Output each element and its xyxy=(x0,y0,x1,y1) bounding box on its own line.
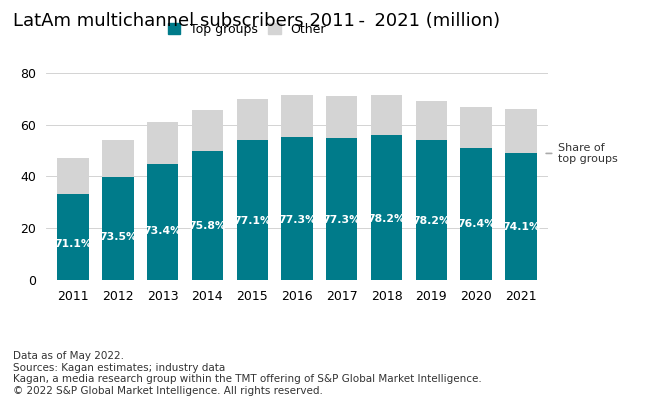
Bar xyxy=(371,135,402,280)
Text: 75.8%: 75.8% xyxy=(189,221,226,231)
Bar xyxy=(506,109,537,154)
Text: Data as of May 2022.
Sources: Kagan estimates; industry data
Kagan, a media rese: Data as of May 2022. Sources: Kagan esti… xyxy=(13,351,482,396)
Text: 76.4%: 76.4% xyxy=(457,219,495,229)
Bar xyxy=(461,106,492,148)
Text: 78.2%: 78.2% xyxy=(412,216,450,226)
Text: 77.1%: 77.1% xyxy=(233,216,271,226)
Bar xyxy=(281,137,313,280)
Text: 71.1%: 71.1% xyxy=(54,239,92,249)
Bar xyxy=(416,140,447,280)
Bar xyxy=(326,138,358,280)
Text: 73.4%: 73.4% xyxy=(144,226,182,236)
Bar xyxy=(147,164,178,280)
Bar xyxy=(57,194,88,280)
Bar xyxy=(416,102,447,140)
Bar xyxy=(192,110,223,152)
Bar xyxy=(281,95,313,137)
Bar xyxy=(371,95,402,135)
Text: Share of
top groups: Share of top groups xyxy=(558,143,617,164)
Text: 77.3%: 77.3% xyxy=(278,215,316,225)
Text: 74.1%: 74.1% xyxy=(502,222,540,232)
Bar xyxy=(102,177,133,280)
Text: 77.3%: 77.3% xyxy=(323,215,361,225)
Text: 78.2%: 78.2% xyxy=(368,214,406,224)
Bar xyxy=(236,99,268,140)
Bar xyxy=(102,140,133,177)
Bar xyxy=(326,96,358,138)
Text: LatAm multichannel subscribers 2011 -  2021 (million): LatAm multichannel subscribers 2011 - 20… xyxy=(13,12,500,30)
Bar xyxy=(236,140,268,280)
Bar xyxy=(192,152,223,280)
Legend: Top groups, Other: Top groups, Other xyxy=(162,18,331,41)
Bar xyxy=(57,158,88,194)
Text: 73.5%: 73.5% xyxy=(99,232,137,242)
Bar xyxy=(506,154,537,280)
Bar xyxy=(147,122,178,164)
Bar xyxy=(461,148,492,280)
